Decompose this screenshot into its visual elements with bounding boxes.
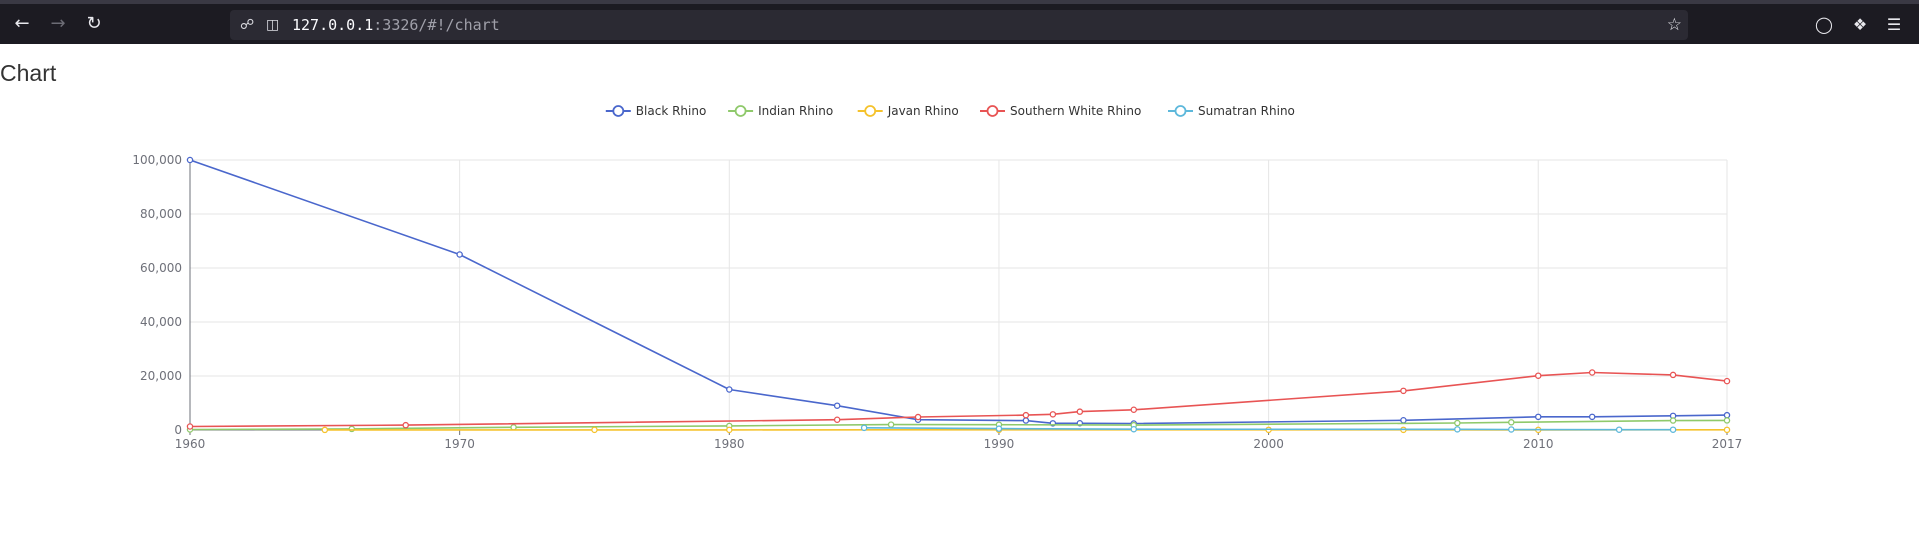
legend-marker (734, 105, 747, 117)
data-point-black-rhino[interactable] (833, 402, 841, 409)
data-point-indian-rhino[interactable] (1669, 417, 1677, 424)
series-line-black-rhino (189, 159, 1728, 425)
legend-marker (864, 105, 877, 117)
data-point-black-rhino[interactable] (1723, 411, 1731, 419)
data-point-black-rhino[interactable] (726, 386, 733, 393)
hamburger-menu-icon[interactable]: ☰ (1886, 15, 1902, 34)
data-point-southern-white-rhino[interactable] (1669, 371, 1677, 379)
extensions-icon[interactable]: ❖ (1852, 15, 1868, 34)
data-point-southern-white-rhino[interactable] (914, 413, 922, 421)
data-point-black-rhino[interactable] (1400, 417, 1407, 424)
data-point-southern-white-rhino[interactable] (1400, 387, 1407, 395)
data-point-sumatran-rhino[interactable] (860, 424, 868, 432)
chart-series (186, 156, 1731, 434)
chart-legend: Black Rhino Indian Rhino Javan Rhino Southe… (605, 104, 1295, 118)
url-text[interactable]: 127.0.0.1:3326/#!/chart (292, 10, 500, 40)
data-point-indian-rhino[interactable] (887, 421, 895, 428)
data-point-sumatran-rhino[interactable] (1669, 426, 1677, 433)
data-point-sumatran-rhino[interactable] (1130, 425, 1138, 433)
series-indian-rhino (186, 417, 1731, 433)
data-point-southern-white-rhino[interactable] (1588, 369, 1596, 376)
x-tick-label: 2000 (1253, 437, 1284, 451)
legend-item-sumatran-rhino[interactable]: Sumatran Rhino (1168, 104, 1295, 118)
data-point-indian-rhino[interactable] (1723, 417, 1731, 424)
chart-grid (189, 159, 1728, 430)
series-sumatran-rhino (860, 424, 1677, 433)
url-host: 127.0.0.1 (292, 16, 374, 34)
x-tick-label: 2010 (1523, 437, 1554, 451)
legend-marker (1174, 105, 1187, 117)
x-tick-label: 1990 (984, 437, 1015, 451)
legend-marker (986, 105, 999, 117)
legend-label: Javan Rhino (887, 104, 959, 118)
x-tick-label: 2017 (1712, 437, 1743, 451)
page-icon[interactable]: ◫ (266, 17, 280, 33)
data-point-black-rhino[interactable] (1022, 417, 1030, 424)
arrow-left-icon: ← (14, 13, 30, 34)
y-tick-label: 60,000 (140, 261, 182, 275)
data-point-javan-rhino[interactable] (1723, 426, 1731, 434)
arrow-right-icon: → (50, 13, 66, 34)
x-tick-label: 1980 (714, 437, 745, 451)
data-point-indian-rhino[interactable] (1454, 419, 1461, 427)
data-point-black-rhino[interactable] (456, 251, 463, 258)
data-point-sumatran-rhino[interactable] (995, 425, 1003, 432)
data-point-sumatran-rhino[interactable] (1508, 426, 1515, 433)
data-point-black-rhino[interactable] (1534, 413, 1542, 421)
legend-item-black-rhino[interactable]: Black Rhino (605, 104, 707, 118)
url-path: :3326/#!/chart (373, 16, 500, 34)
data-point-southern-white-rhino[interactable] (1049, 411, 1057, 418)
legend-marker (612, 105, 625, 117)
x-tick-label: 1960 (175, 437, 206, 451)
data-point-black-rhino[interactable] (186, 156, 194, 164)
legend-item-javan-rhino[interactable]: Javan Rhino (857, 104, 959, 118)
data-point-southern-white-rhino[interactable] (1076, 408, 1084, 415)
data-point-javan-rhino[interactable] (321, 426, 329, 434)
data-point-southern-white-rhino[interactable] (1723, 377, 1731, 385)
y-tick-label: 100,000 (132, 153, 182, 167)
reload-icon: ↻ (86, 13, 102, 34)
legend-label: Sumatran Rhino (1198, 104, 1295, 118)
legend-item-southern-white-rhino[interactable]: Southern White Rhino (980, 104, 1141, 118)
data-point-southern-white-rhino[interactable] (1534, 372, 1542, 379)
shield-icon[interactable]: ☍ (240, 17, 255, 33)
pocket-icon[interactable]: ◯ (1815, 15, 1833, 34)
reload-button[interactable]: ↻ (80, 10, 108, 38)
chart-axes: 0 20,000 40,000 60,000 80,000 100,000 1960 1970… (132, 153, 1742, 451)
data-point-javan-rhino[interactable] (726, 426, 733, 434)
page-title: Chart (0, 60, 57, 86)
data-point-southern-white-rhino[interactable] (402, 421, 409, 429)
data-point-southern-white-rhino[interactable] (1022, 411, 1030, 419)
y-tick-label: 20,000 (140, 369, 182, 383)
legend-label: Indian Rhino (758, 104, 833, 118)
y-tick-label: 40,000 (140, 315, 182, 329)
address-bar[interactable]: ☍ ◫ 127.0.0.1:3326/#!/chart ☆ (230, 10, 1688, 40)
series-southern-white-rhino (186, 369, 1731, 430)
data-point-southern-white-rhino[interactable] (186, 423, 194, 430)
data-point-sumatran-rhino[interactable] (1454, 426, 1461, 433)
legend-item-indian-rhino[interactable]: Indian Rhino (728, 104, 833, 118)
star-icon[interactable]: ☆ (1666, 15, 1682, 35)
back-button[interactable]: ← (8, 10, 36, 38)
data-point-indian-rhino[interactable] (1508, 419, 1515, 426)
forward-button[interactable]: → (44, 10, 72, 38)
data-point-javan-rhino[interactable] (591, 426, 598, 434)
data-point-indian-rhino[interactable] (348, 425, 356, 433)
series-black-rhino (186, 156, 1731, 427)
data-point-southern-white-rhino[interactable] (1130, 406, 1138, 413)
y-tick-label: 80,000 (140, 207, 182, 221)
y-tick-label: 0 (174, 423, 182, 437)
data-point-southern-white-rhino[interactable] (833, 416, 841, 423)
x-tick-label: 1970 (444, 437, 475, 451)
legend-label: Southern White Rhino (1010, 104, 1141, 118)
data-point-sumatran-rhino[interactable] (1615, 426, 1623, 433)
data-point-black-rhino[interactable] (1588, 413, 1596, 421)
browser-toolbar: ← → ↻ ☍ ◫ 127.0.0.1:3326/#!/chart ☆ ◯ ❖ … (0, 0, 1919, 44)
legend-label: Black Rhino (636, 104, 707, 118)
line-chart: Black Rhino Indian Rhino Javan Rhino Southe… (132, 104, 1742, 451)
